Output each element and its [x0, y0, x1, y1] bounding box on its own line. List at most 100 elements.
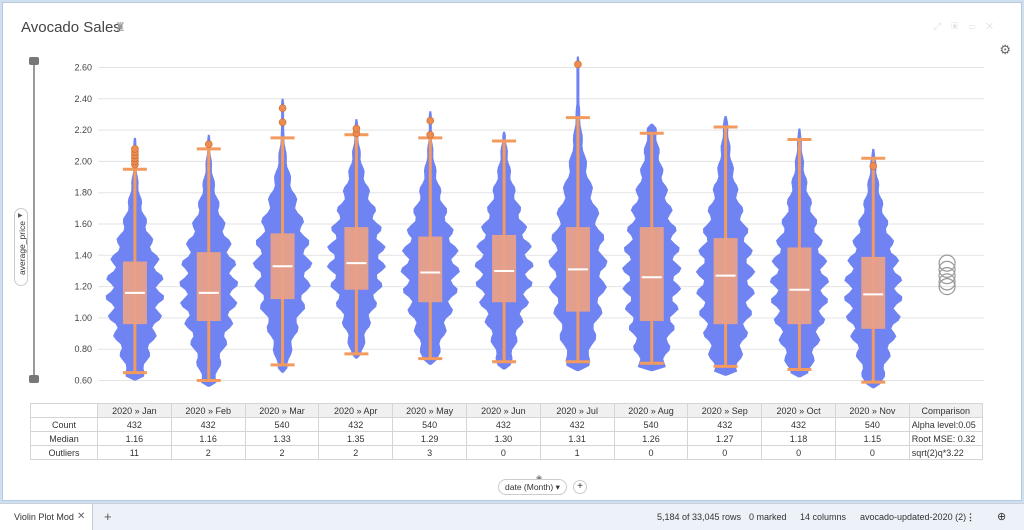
- gear-icon[interactable]: ⚙: [999, 42, 1011, 57]
- row-count: 5,184 of 33,045 rows: [657, 512, 742, 522]
- y-slider-bottom-handle: [29, 375, 39, 383]
- close-icon[interactable]: ✕: [77, 511, 86, 522]
- table-cell: 0: [761, 445, 836, 460]
- table-cell: 432: [539, 417, 615, 432]
- table-cell: 540: [834, 417, 910, 432]
- box: [196, 252, 221, 322]
- globe-icon[interactable]: ⊕: [997, 511, 1007, 523]
- box: [787, 247, 812, 325]
- y-tick-label: 0.60: [74, 376, 92, 386]
- status-bar: Violin Plot Mod ✕ + 5,184 of 33,045 rows…: [0, 503, 1024, 530]
- marked-count: 0 marked: [749, 512, 787, 522]
- table-cell: 3: [392, 445, 467, 460]
- add-axis-button[interactable]: +: [573, 480, 587, 494]
- row-header: Outliers: [30, 445, 98, 460]
- category-header: 2020 » Jan: [97, 403, 172, 418]
- box: [639, 227, 664, 322]
- page-tab[interactable]: Violin Plot Mod ✕: [0, 504, 93, 530]
- outlier-point: [869, 162, 878, 170]
- violin-group-1: [105, 137, 165, 381]
- table-cell: 2: [318, 445, 394, 460]
- box: [492, 234, 517, 303]
- violin-group-5: [400, 111, 460, 365]
- table-cell: 11: [97, 445, 172, 460]
- violin-group-3: [252, 98, 313, 373]
- lightbulb-icon[interactable]: ♜: [115, 20, 126, 34]
- category-header: 2020 » Nov: [834, 403, 910, 418]
- more-options-icon[interactable]: ⋮: [966, 512, 975, 522]
- y-tick-label: 2.00: [74, 156, 92, 166]
- comparison-circle: [938, 278, 956, 296]
- table-cell: 0: [687, 445, 763, 460]
- category-header: 2020 » Jun: [465, 403, 541, 418]
- violin-chart: 0.60 0.80 1.00 1.20 1.40 1.60 1.80 2.00 2.20 2.40…: [29, 56, 984, 389]
- table-row: Median 1.16 1.16 1.33 1.35 1.29 1.30 1.31 1.26 1.…: [30, 431, 983, 446]
- row-header: Count: [30, 417, 98, 432]
- y-tick-label: 0.80: [74, 344, 92, 354]
- table-header-row: 2020 » Jan 2020 » Feb 2020 » Mar 2020 » Apr…: [30, 403, 983, 418]
- dataset-name[interactable]: avocado-updated-2020 (2): [860, 512, 967, 522]
- table-cell: 1.16: [170, 431, 246, 446]
- table-cell: 0: [613, 445, 689, 460]
- violin-group-4: [326, 119, 386, 359]
- table-cell: 1.33: [244, 431, 320, 446]
- outlier-point: [426, 116, 435, 125]
- window-controls[interactable]: ⤢ ▣ ▭ ✕: [933, 21, 997, 31]
- category-header: 2020 » Apr: [318, 403, 394, 418]
- table-cell: 1.15: [834, 431, 910, 446]
- x-axis-label: date (Month): [505, 482, 554, 492]
- table-cell: 1.16: [97, 431, 172, 446]
- chevron-right-icon: ▶: [18, 213, 23, 219]
- y-axis-selector[interactable]: ▶ average_price: [14, 208, 28, 286]
- comparison-circle: [938, 273, 956, 291]
- add-page-button[interactable]: +: [104, 509, 112, 524]
- row-header: Median: [30, 431, 98, 446]
- category-header: 2020 » Jul: [539, 403, 615, 418]
- category-header: 2020 » Aug: [613, 403, 689, 418]
- outlier-point: [131, 145, 139, 153]
- page-tab-label: Violin Plot Mod: [14, 512, 74, 522]
- y-slider-top-handle: [29, 57, 39, 65]
- x-axis-slider-handle[interactable]: ◉: [536, 474, 542, 482]
- category-header: 2020 » Sep: [687, 403, 763, 418]
- violin-group-8: [622, 123, 682, 372]
- violin-group-2: [179, 134, 239, 387]
- outlier-point: [426, 130, 435, 139]
- table-cell: 1: [539, 445, 615, 460]
- outlier-point: [278, 118, 287, 127]
- table-cell: 1.30: [465, 431, 541, 446]
- box: [861, 256, 886, 329]
- column-count: 14 columns: [800, 512, 847, 522]
- table-row: Count 432 432 540 432 540 432 432 540 432 432 540 Al…: [30, 417, 983, 432]
- category-header: 2020 » Mar: [244, 403, 320, 418]
- comparison-circle: [938, 254, 956, 272]
- box: [344, 227, 369, 290]
- y-axis-label: average_price: [17, 221, 27, 275]
- violin-group-6: [474, 131, 534, 370]
- violin-group-7: [548, 56, 608, 372]
- outlier-point: [574, 60, 582, 69]
- table-cell: 1.35: [318, 431, 394, 446]
- outlier-point: [352, 124, 361, 133]
- comparison-circle: [938, 267, 956, 285]
- table-cell: 432: [318, 417, 394, 432]
- violin-group-10: [769, 128, 830, 378]
- table-cell: 540: [244, 417, 320, 432]
- table-cell: 432: [687, 417, 763, 432]
- category-header: 2020 » Oct: [761, 403, 836, 418]
- table-corner-cell: [30, 403, 98, 418]
- table-cell: 432: [170, 417, 246, 432]
- x-axis-selector[interactable]: date (Month) ▾: [498, 479, 567, 495]
- violin-group-11: [844, 148, 903, 389]
- table-cell: 432: [465, 417, 541, 432]
- table-cell: 0: [834, 445, 910, 460]
- outlier-point: [278, 104, 287, 112]
- y-tick-label: 2.20: [74, 125, 92, 135]
- table-cell: 0: [465, 445, 541, 460]
- table-cell: 1.18: [761, 431, 836, 446]
- y-tick-label: 1.20: [74, 282, 92, 292]
- table-cell: 1.27: [687, 431, 763, 446]
- table-cell: 1.29: [392, 431, 467, 446]
- comparison-cell: sqrt(2)q*3.22: [908, 445, 983, 460]
- table-cell: 540: [392, 417, 467, 432]
